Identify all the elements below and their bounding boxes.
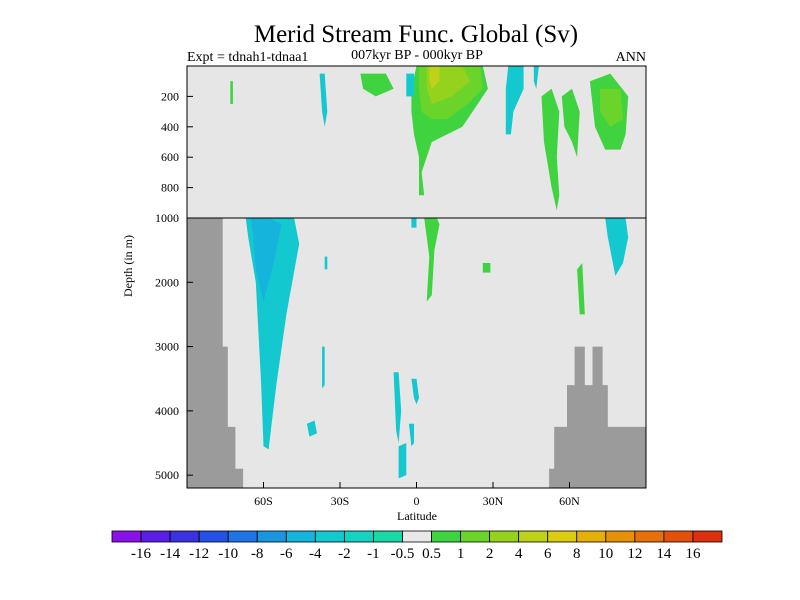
contour-pos-upper-2 <box>360 73 394 97</box>
contour-pos-upper-8 <box>561 88 580 158</box>
colorbar-label: -6 <box>280 546 293 562</box>
y-tick-label: 1000 <box>155 211 179 225</box>
contour-neg-upper-13 <box>406 73 414 97</box>
colorbar-swatch <box>605 530 636 543</box>
contour-neg-upper-11 <box>505 66 524 135</box>
colorbar-swatch <box>256 530 287 543</box>
x-tick-label: 60N <box>559 494 580 508</box>
colorbar-swatch <box>343 530 374 543</box>
contour-pos-upper-1 <box>230 81 233 104</box>
contour-neg-small-6 <box>324 256 328 270</box>
land-south <box>187 218 244 488</box>
colorbar-label: 6 <box>544 546 552 562</box>
colorbar-label: 14 <box>656 546 672 562</box>
upper-panel <box>187 66 646 218</box>
colorbar-label: -12 <box>189 546 209 562</box>
contour-south-deep-neg <box>322 346 325 389</box>
x-tick-label: 60S <box>254 494 273 508</box>
contour-neg-small-5 <box>408 423 414 447</box>
colorbar-swatch <box>314 530 345 543</box>
colorbar-swatch <box>663 530 694 543</box>
y-tick-label: 800 <box>161 181 179 195</box>
colorbar-label: 2 <box>486 546 494 562</box>
chart-title: Merid Stream Func. Global (Sv) <box>254 21 578 48</box>
contour-neg-small-2 <box>393 372 402 443</box>
colorbar-label: -4 <box>309 546 322 562</box>
y-tick-label: 600 <box>161 150 179 164</box>
colorbar-swatch <box>169 530 200 543</box>
y-tick-label: 200 <box>161 89 179 103</box>
contour-pos-upper-6 <box>429 66 440 89</box>
colorbar-label: -1 <box>367 546 380 562</box>
colorbar-label: 4 <box>515 546 523 562</box>
contour-neg-deep-5 <box>411 218 417 228</box>
contour-pos-upper-7 <box>541 88 560 211</box>
colorbar-label: -0.5 <box>391 546 415 562</box>
y-tick-label: 2000 <box>155 275 179 289</box>
y-tick-label: 5000 <box>155 468 179 482</box>
colorbar-swatch <box>489 530 520 543</box>
x-tick-label: 0 <box>414 494 420 508</box>
colorbar-label: -8 <box>251 546 264 562</box>
lower-panel <box>187 218 646 488</box>
colorbar-swatch <box>576 530 607 543</box>
colorbar-swatch <box>431 530 461 543</box>
colorbar-swatch <box>402 530 432 543</box>
contour-neg-small-3 <box>398 443 407 479</box>
contour-pos-deep-2 <box>482 263 491 273</box>
y-tick-label: 4000 <box>155 404 179 418</box>
colorbar-label: -2 <box>338 546 351 562</box>
contour-south-upper-neg <box>319 73 328 127</box>
season-label: ANN <box>616 50 646 65</box>
colorbar-label: 1 <box>457 546 465 562</box>
contour-pos-deep-1 <box>424 218 440 302</box>
colorbar-label: -14 <box>160 546 180 562</box>
contour-neg-small-1 <box>306 420 317 437</box>
colorbar-swatch <box>547 530 578 543</box>
x-tick-label: 30S <box>331 494 350 508</box>
colorbar-swatch <box>460 530 491 543</box>
colorbar-label: 10 <box>598 546 613 562</box>
contour-pos-upper-10 <box>600 88 623 127</box>
axes: 200 400 600 800 1000 2000 3000 4000 5000 60S 30S 0 3… <box>155 65 647 508</box>
experiment-label: Expt = tdnah1-tdnaa1 <box>187 50 308 65</box>
y-axis-label: Depth (in m) <box>121 235 135 297</box>
colorbar-label: -10 <box>218 546 238 562</box>
time-range-label: 007kyr BP - 000kyr BP <box>351 48 483 63</box>
colorbar-swatch <box>692 530 723 543</box>
colorbar-swatch <box>285 530 316 543</box>
y-tick-label: 400 <box>161 120 179 134</box>
colorbar-label: 0.5 <box>422 546 441 562</box>
colorbar-swatch <box>111 530 142 543</box>
colorbar-swatch <box>198 530 229 543</box>
contour-pos-deep-3 <box>577 263 585 315</box>
colorbar-label: -16 <box>131 546 151 562</box>
x-axis-label: Latitude <box>397 509 437 523</box>
colorbar-label: 12 <box>627 546 642 562</box>
contour-neg-deep-4 <box>605 218 629 276</box>
y-tick-label: 3000 <box>155 340 179 354</box>
colorbar-swatch <box>634 530 665 543</box>
contour-neg-upper-12 <box>533 66 539 89</box>
colorbar-swatch <box>373 530 403 543</box>
contour-neg-small-4 <box>411 378 419 405</box>
land-north <box>549 346 646 488</box>
colorbar-swatch <box>518 530 549 543</box>
colorbar-label: 8 <box>573 546 581 562</box>
colorbar: -16 -14 -12 -10 -8 -6 -4 -2 -1 -0.5 0.5 1 2 4 6 8 10 12 14… <box>111 530 723 562</box>
colorbar-label: 16 <box>686 546 702 562</box>
contour-acc-neg-core <box>250 218 282 302</box>
x-tick-label: 30N <box>483 494 504 508</box>
colorbar-swatch <box>140 530 171 543</box>
colorbar-swatch <box>227 530 258 543</box>
